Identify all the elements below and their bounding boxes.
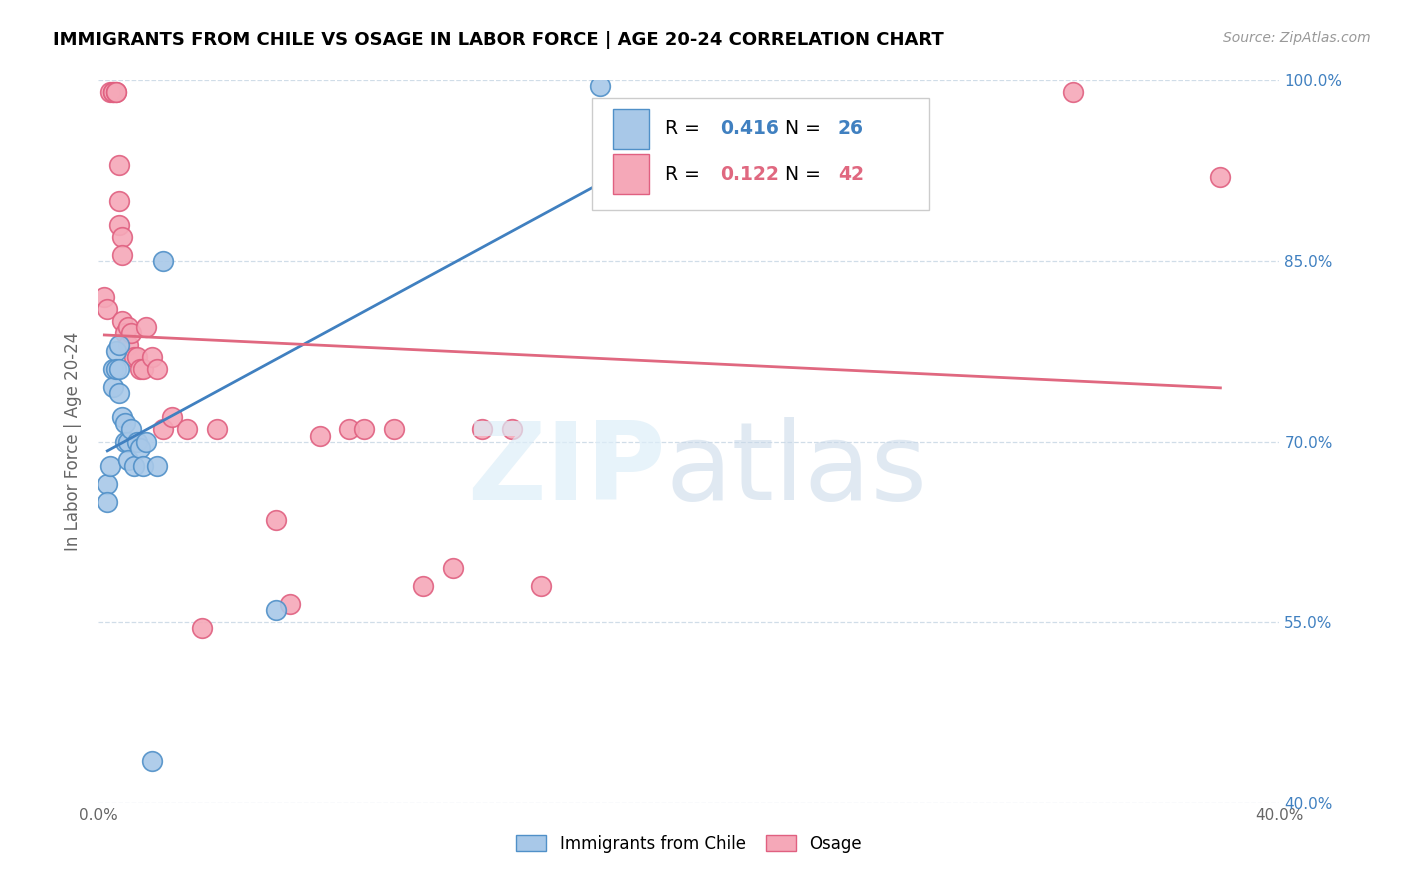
Point	[117, 320, 139, 334]
Text: 0.416: 0.416	[720, 120, 779, 138]
Point	[141, 754, 163, 768]
Point	[98, 85, 121, 99]
Text: Source: ZipAtlas.com: Source: ZipAtlas.com	[1223, 31, 1371, 45]
Point	[120, 326, 142, 340]
Point	[589, 79, 612, 94]
Text: 42: 42	[838, 165, 863, 184]
Point	[162, 410, 183, 425]
Text: atlas: atlas	[665, 417, 928, 524]
Point	[122, 350, 145, 364]
FancyBboxPatch shape	[592, 98, 929, 211]
Point	[103, 85, 125, 99]
Point	[98, 458, 121, 473]
Point	[128, 362, 150, 376]
Point	[108, 386, 131, 401]
Point	[114, 434, 136, 449]
Point	[105, 85, 128, 99]
Text: IMMIGRANTS FROM CHILE VS OSAGE IN LABOR FORCE | AGE 20-24 CORRELATION CHART: IMMIGRANTS FROM CHILE VS OSAGE IN LABOR …	[53, 31, 945, 49]
Point	[117, 452, 139, 467]
Point	[132, 362, 155, 376]
Text: ZIP: ZIP	[467, 417, 665, 524]
Point	[205, 422, 228, 436]
Point	[96, 476, 118, 491]
Point	[96, 494, 118, 508]
Point	[412, 579, 434, 593]
Text: R =: R =	[665, 120, 700, 138]
Text: R =: R =	[665, 165, 700, 184]
Point	[471, 422, 494, 436]
Y-axis label: In Labor Force | Age 20-24: In Labor Force | Age 20-24	[65, 332, 83, 551]
Point	[152, 422, 174, 436]
Bar	[613, 109, 648, 149]
Point	[114, 326, 136, 340]
Point	[117, 338, 139, 352]
Point	[152, 253, 174, 268]
Point	[111, 314, 134, 328]
Point	[146, 362, 169, 376]
Point	[353, 422, 375, 436]
Bar	[613, 154, 648, 194]
Point	[122, 458, 145, 473]
Point	[125, 434, 148, 449]
Point	[114, 417, 136, 431]
Point	[176, 422, 198, 436]
Point	[108, 194, 131, 208]
Point	[141, 350, 163, 364]
Point	[111, 410, 134, 425]
Text: N =: N =	[785, 165, 821, 184]
Point	[108, 157, 131, 171]
Point	[117, 434, 139, 449]
Point	[441, 561, 464, 575]
Point	[103, 380, 125, 394]
Point	[105, 362, 128, 376]
Text: 26: 26	[838, 120, 863, 138]
Point	[146, 458, 169, 473]
Point	[128, 441, 150, 455]
Legend: Immigrants from Chile, Osage: Immigrants from Chile, Osage	[509, 828, 869, 860]
Text: 0.122: 0.122	[720, 165, 779, 184]
Point	[382, 422, 405, 436]
Point	[191, 621, 214, 635]
Point	[111, 229, 134, 244]
Point	[125, 350, 148, 364]
Point	[530, 579, 553, 593]
Point	[280, 597, 302, 611]
Point	[93, 290, 115, 304]
Point	[135, 434, 157, 449]
Point	[135, 320, 157, 334]
Point	[105, 85, 128, 99]
Point	[105, 344, 128, 359]
Point	[309, 428, 332, 442]
Text: N =: N =	[785, 120, 821, 138]
Point	[339, 422, 361, 436]
Point	[108, 362, 131, 376]
Point	[108, 218, 131, 232]
Point	[111, 248, 134, 262]
Point	[108, 338, 131, 352]
Point	[103, 362, 125, 376]
Point	[1209, 169, 1232, 184]
Point	[132, 458, 155, 473]
Point	[264, 603, 287, 617]
Point	[264, 513, 287, 527]
Point	[120, 422, 142, 436]
Point	[501, 422, 523, 436]
Point	[96, 301, 118, 316]
Point	[1062, 85, 1084, 99]
Point	[103, 85, 125, 99]
